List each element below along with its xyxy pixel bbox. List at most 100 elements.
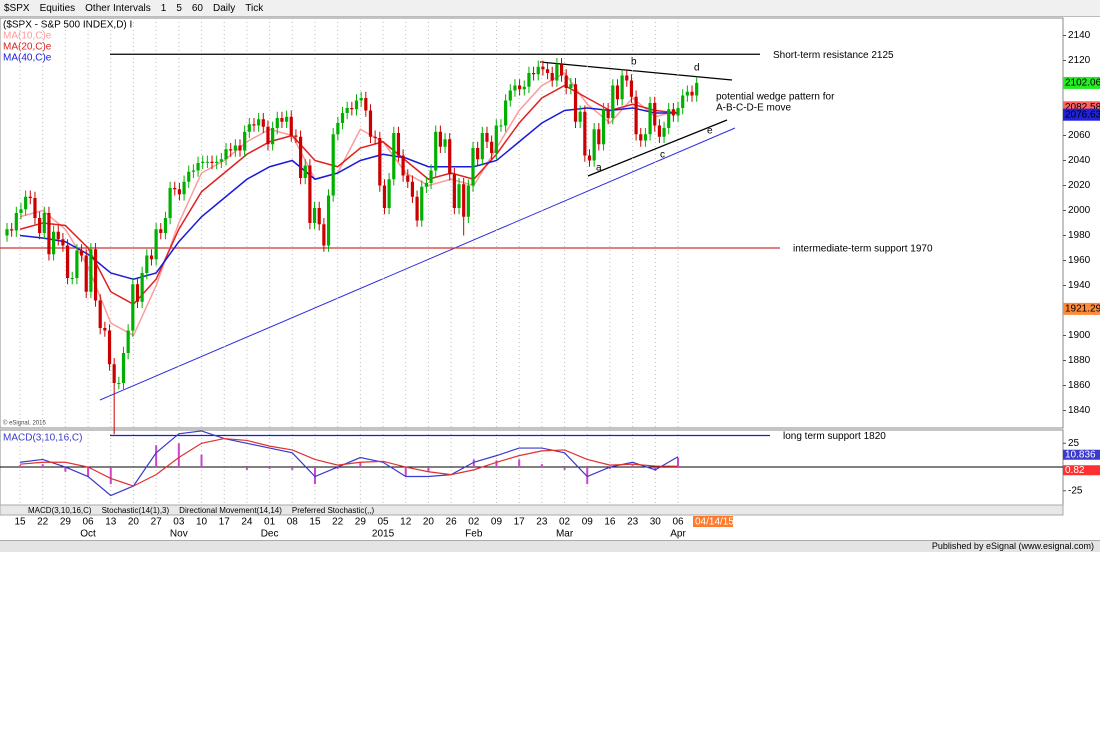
candle-body [19,209,23,213]
month-label: Apr [670,529,686,540]
histogram-bar [87,467,90,477]
date-tag [693,516,733,527]
wedge-label: b [631,57,637,68]
x-tick-label: 09 [582,517,594,528]
candle-body [79,250,84,256]
candle-body [531,73,536,75]
candle-body [401,155,405,176]
candle-body [252,124,256,126]
candle-body [210,161,214,163]
candle-body [261,119,265,127]
candle-body [61,239,65,246]
candle-body [98,300,102,328]
candle-body [219,159,223,162]
candle-body [559,64,564,76]
tab[interactable]: Stochastic(14(1),3) [102,506,170,515]
candle-body [695,82,699,96]
macd-line [19,430,679,497]
candle-body [247,124,251,132]
candle-body [33,198,37,218]
candle-body [52,231,56,255]
candle-body [462,184,466,217]
candle-body [392,133,396,180]
candle-body [10,229,14,231]
price-tag-label: 2082.58 [1065,102,1100,113]
candle-body [303,165,307,178]
candle-body [298,136,303,178]
x-tick-label: 26 [446,517,458,528]
candle-body [368,110,373,137]
toolbar: $SPX Equities Other Intervals 1 5 60 Dai… [0,0,1100,17]
histogram-bar [109,467,112,485]
histogram-bar [359,462,362,468]
histogram-bar [677,457,680,468]
tab[interactable]: Directional Movement(14,14) [179,506,282,515]
candle-body [587,155,592,161]
interval[interactable]: 60 [191,2,203,14]
x-tick-label: 05 [377,517,389,528]
candle-body [578,111,582,122]
candle-body [639,134,643,141]
candle-body [331,134,335,196]
x-tick-label: 01 [264,517,276,528]
candle-body [662,128,666,137]
y-tick-label: 25 [1068,438,1080,449]
candle-body [667,109,671,128]
menu[interactable]: Equities [39,2,76,14]
candle-body [611,85,615,118]
candle-body [476,148,480,160]
candle-body [690,91,694,96]
candle-body [653,103,657,126]
price-tag [1063,76,1100,89]
histogram-bar [64,467,67,472]
candle-body [518,85,522,90]
y-tick-label: 1980 [1068,230,1091,241]
histogram-bar [336,467,339,469]
menu[interactable]: Other Intervals [85,2,151,14]
month-label: Oct [80,529,96,540]
candle-body [466,185,470,217]
interval[interactable]: 5 [176,2,182,14]
value-tag-label: 10.836 [1065,449,1096,460]
candle-body [625,75,629,81]
x-tick-label: 30 [650,517,662,528]
x-tick-label: 22 [332,517,344,528]
candle-body [527,73,531,87]
candle-body [564,75,568,88]
candle-body [494,125,498,153]
candle-body [177,189,182,195]
candle-body [191,170,195,172]
candle-body [89,249,93,292]
candle-body [201,161,205,163]
candle-body [308,165,312,223]
y-tick-label: 2040 [1068,155,1091,166]
candle-body [364,98,368,111]
candle-body [522,86,526,90]
candle-body [140,273,144,302]
interval[interactable]: Tick [245,2,264,14]
symbol[interactable]: $SPX [4,2,30,14]
candle-body [378,138,382,186]
interval[interactable]: Daily [213,2,236,14]
tab[interactable]: Preferred Stochastic(,,) [292,506,375,515]
candle-body [448,139,452,175]
x-tick-label: 08 [287,517,299,528]
chart: MACD(3,10,16,C) Stochastic(14(1),3) Direct… [0,17,1100,540]
x-tick-label: 10 [196,517,208,528]
x-tick-label: 15 [309,517,321,528]
candle-body [336,123,340,135]
tab[interactable]: MACD(3,10,16,C) [28,506,92,515]
candle-body [480,133,484,160]
y-tick-label: 2060 [1068,130,1091,141]
interval[interactable]: 1 [160,2,167,14]
histogram-bar [631,465,634,468]
candle-body [620,75,624,100]
x-tick-label: 09 [491,517,503,528]
candle-body [452,174,456,208]
candle-body [382,185,387,208]
wedge-label: d [694,63,700,74]
candle-body [471,148,475,186]
price-tag [1063,108,1100,121]
month-label: 2015 [372,529,395,540]
